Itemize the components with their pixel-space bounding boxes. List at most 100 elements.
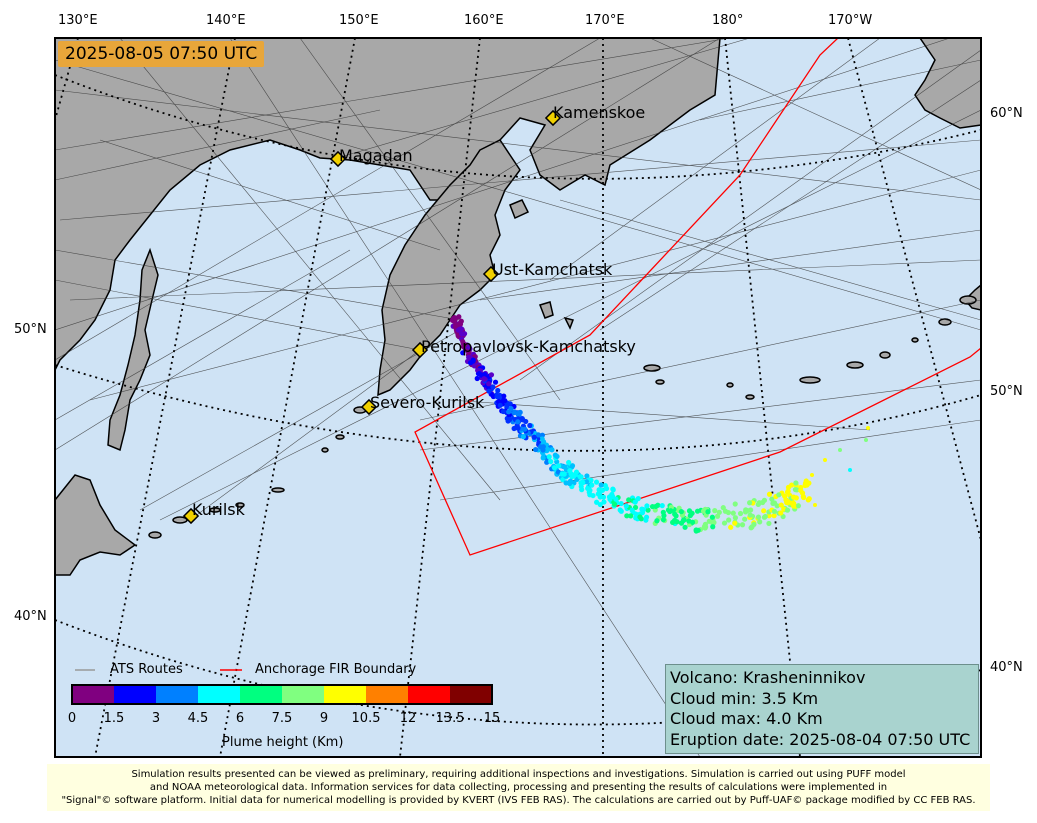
footer-line: Simulation results presented can be view… [131,769,906,780]
plume-particle [791,500,797,507]
plume-particle [728,524,734,530]
plume-particle [778,502,784,508]
plume-particle [593,479,600,485]
plume-particle [567,468,573,474]
plume-particle [747,512,753,518]
plume-particle [492,379,499,385]
colorbar-segment [240,685,282,704]
plume-particle [645,507,651,513]
disclaimer-footer: Simulation results presented can be view… [47,764,990,811]
plume-particle [712,508,718,514]
plume-particle [789,482,795,488]
colorbar-segment [72,685,114,704]
plume-particle [624,513,630,519]
plume-particle [613,496,619,502]
city-marker [329,150,347,168]
plume-particle [798,487,804,493]
plume-particle [579,487,585,493]
plume-particle [571,472,578,478]
colorbar-segment [114,685,156,704]
city-marker [544,109,562,127]
plume-particle [488,372,495,378]
plume-particle [549,447,555,453]
plume-particle [709,514,715,520]
plume-particle [762,513,768,520]
plume-particle [584,473,590,479]
info-box: Volcano: Krasheninnikov Cloud min: 3.5 K… [665,664,979,754]
plume-particle [523,418,529,425]
plume-particle [548,458,554,465]
plume-particle [497,402,503,408]
plume-particle [732,501,738,507]
ats-routes [55,38,981,757]
plume-particle [813,503,817,507]
ats-legend-label: ATS Routes [110,662,183,677]
colorbar-frame [71,684,493,705]
plume-particle [507,401,513,407]
plume-particle [785,499,791,505]
plume-particle [628,513,634,519]
lon-label: 150°E [339,13,379,28]
plume-particle [661,513,667,519]
colorbar-segment [324,685,366,704]
plume-particle [769,496,775,502]
footer-line: and NOAA meteorological data. Informatio… [149,782,888,793]
plume-particle [681,517,687,523]
plume-particle [495,387,501,394]
plume-particle [766,513,772,519]
plume-particle [770,500,776,506]
plume-particle [460,350,466,356]
plume-particle [589,482,595,488]
plume-particle [556,463,562,469]
colorbar-segment [282,685,324,704]
city-label-magadan: Magadan [339,146,413,165]
plume-particle [659,503,665,509]
plume-particle [716,509,722,515]
plume-particle [747,500,753,506]
plume-particle [611,501,618,507]
city-markers [182,109,562,525]
plume-particle [601,499,607,505]
plume-particle [506,409,512,415]
plume-particle [633,511,639,517]
plume-particle [742,516,748,522]
plume-particle [795,503,802,509]
plume-particle [578,480,584,486]
plume-particle [609,491,615,498]
city-label-ust-kamchatsk: Ust-Kamchatsk [492,260,613,279]
plume-particle [864,438,868,442]
plume-particle [678,509,684,515]
plume-particle [672,511,678,517]
plume-particle [535,432,541,438]
city-marker [482,265,500,283]
plume-particle [687,512,693,519]
anchorage-fir-boundary [414,38,981,556]
plume-particle [771,513,777,519]
plume-particle [494,393,500,400]
plume-particle [730,510,736,516]
plume-particle [668,508,674,514]
colorbar-segment [156,685,198,704]
map-frame [54,37,982,758]
plume-particle [714,513,721,519]
footer-line: "Signal"© software platform. Initial dat… [61,795,976,806]
plume-particle [460,344,467,350]
plume-particle [755,501,761,508]
plume-particle [732,515,739,521]
plume-particle [635,495,641,502]
plume-particle [793,480,799,486]
plume-particle [490,393,497,400]
plume-particle [771,508,778,514]
lat-label: 50°N [14,322,47,337]
plume-particle [597,494,603,500]
colorbar-segment [198,685,240,704]
city-label-severo-kurilsk: Severo-Kurilsk [370,393,485,412]
plume-particle [507,416,513,423]
plume-particle [533,446,539,453]
plume-particle [623,503,629,509]
plume-particle [626,497,632,503]
plume-particle [539,432,546,438]
plume-particle [467,360,474,366]
plume-particle [610,486,616,492]
colorbar-segment [366,685,408,704]
